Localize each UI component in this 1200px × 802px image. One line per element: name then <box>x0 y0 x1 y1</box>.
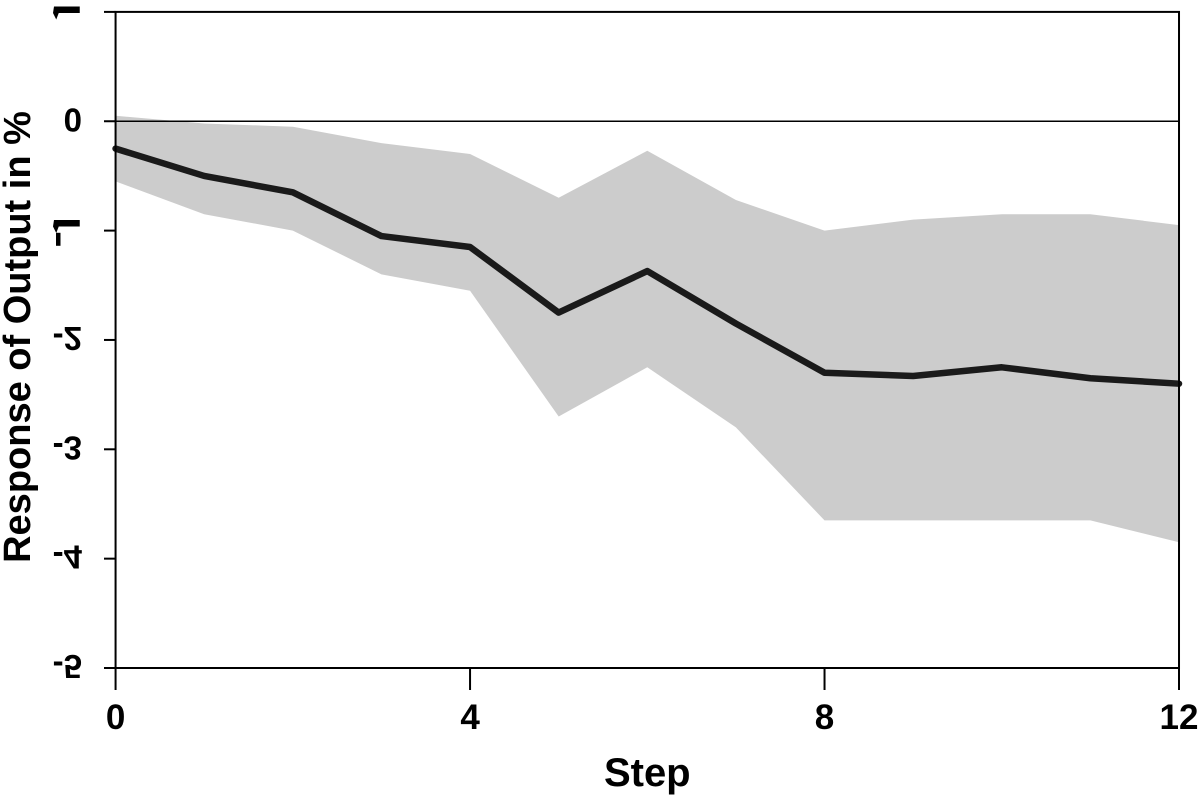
svg-text:-3: -3 <box>53 430 82 467</box>
svg-text:-5: -5 <box>53 648 82 685</box>
svg-text:0: 0 <box>64 102 82 139</box>
svg-text:Step: Step <box>604 751 691 795</box>
svg-text:Response of Output in %: Response of Output in % <box>0 111 39 563</box>
svg-text:12: 12 <box>1160 698 1199 737</box>
svg-text:4: 4 <box>460 698 480 737</box>
svg-text:8: 8 <box>815 698 834 737</box>
svg-text:0: 0 <box>106 698 125 737</box>
svg-text:-4: -4 <box>53 539 83 576</box>
svg-text:-2: -2 <box>53 320 82 357</box>
